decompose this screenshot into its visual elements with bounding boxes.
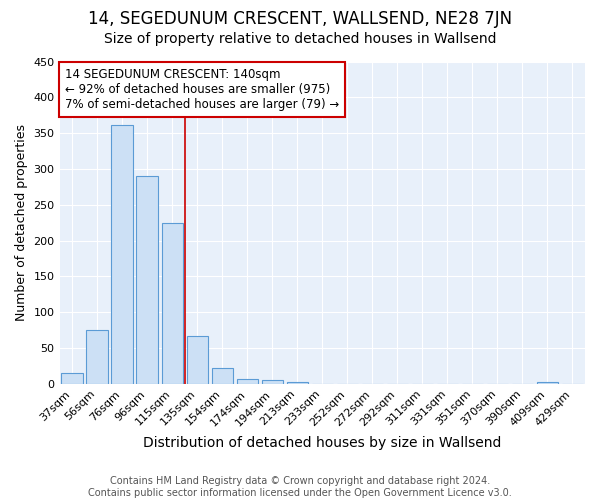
Bar — [287, 382, 308, 384]
Text: Size of property relative to detached houses in Wallsend: Size of property relative to detached ho… — [104, 32, 496, 46]
Text: 14, SEGEDUNUM CRESCENT, WALLSEND, NE28 7JN: 14, SEGEDUNUM CRESCENT, WALLSEND, NE28 7… — [88, 10, 512, 28]
Bar — [187, 336, 208, 384]
Bar — [537, 382, 558, 384]
Bar — [262, 380, 283, 384]
Text: Contains HM Land Registry data © Crown copyright and database right 2024.
Contai: Contains HM Land Registry data © Crown c… — [88, 476, 512, 498]
Text: 14 SEGEDUNUM CRESCENT: 140sqm
← 92% of detached houses are smaller (975)
7% of s: 14 SEGEDUNUM CRESCENT: 140sqm ← 92% of d… — [65, 68, 339, 111]
Bar — [86, 330, 108, 384]
Bar — [236, 379, 258, 384]
X-axis label: Distribution of detached houses by size in Wallsend: Distribution of detached houses by size … — [143, 436, 502, 450]
Bar — [136, 176, 158, 384]
Bar — [161, 222, 183, 384]
Bar — [212, 368, 233, 384]
Bar — [112, 124, 133, 384]
Y-axis label: Number of detached properties: Number of detached properties — [15, 124, 28, 321]
Bar — [61, 373, 83, 384]
